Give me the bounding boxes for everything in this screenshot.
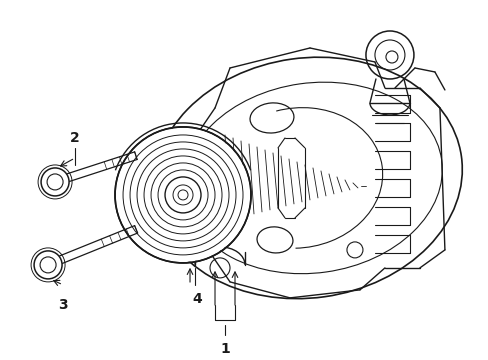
Text: 3: 3 xyxy=(58,298,68,312)
Text: 1: 1 xyxy=(220,342,229,356)
Text: 4: 4 xyxy=(192,292,202,306)
Text: 2: 2 xyxy=(70,131,80,145)
Circle shape xyxy=(116,128,249,262)
